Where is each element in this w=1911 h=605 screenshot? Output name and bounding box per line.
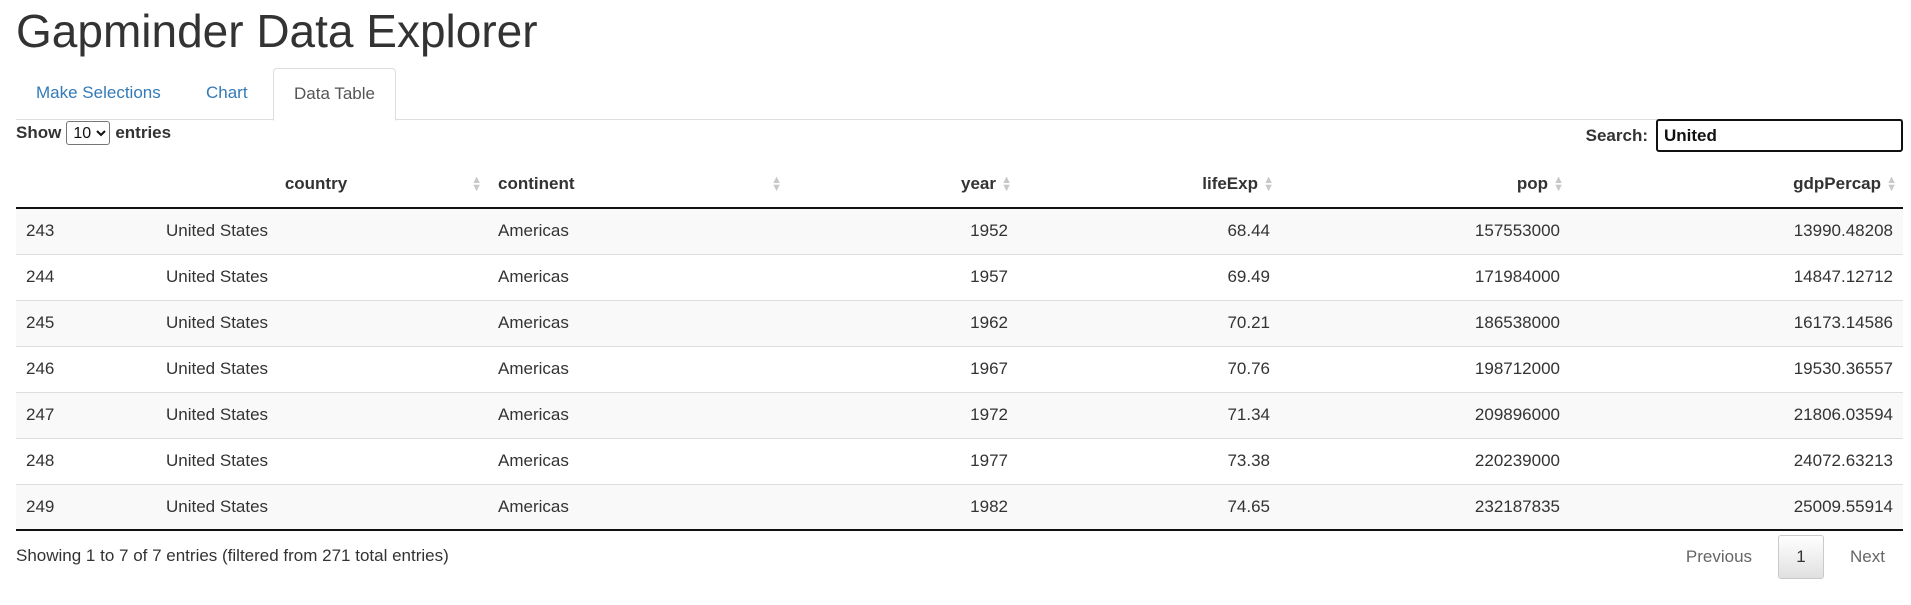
column-header-continent[interactable]: continent ▲ ▼ (488, 160, 788, 209)
cell-lifeexp: 69.49 (1018, 253, 1280, 300)
cell-country: United States (156, 483, 488, 531)
table-row: 247 United States Americas 1972 71.34 20… (16, 391, 1903, 438)
length-prefix-label: Show (16, 123, 62, 142)
tab-make-selections[interactable]: Make Selections (36, 83, 161, 102)
cell-index: 247 (16, 391, 156, 438)
cell-lifeexp: 74.65 (1018, 483, 1280, 531)
cell-index: 244 (16, 253, 156, 300)
cell-gdppercap: 13990.48208 (1793, 221, 1893, 241)
cell-gdppercap: 21806.03594 (1570, 391, 1903, 438)
table-row: 248 United States Americas 1977 73.38 22… (16, 437, 1903, 484)
cell-pop: 209896000 (1280, 391, 1570, 438)
cell-year: 1957 (788, 253, 1018, 300)
cell-index: 243 (26, 221, 55, 241)
sort-icon: ▲ ▼ (471, 173, 482, 194)
tab-bar: Make Selections Chart Data Table (16, 68, 1903, 121)
sort-icon: ▲ ▼ (1553, 173, 1564, 194)
cell-year: 1977 (788, 437, 1018, 484)
cell-gdppercap: 25009.55914 (1570, 483, 1903, 531)
tab-chart[interactable]: Chart (206, 83, 248, 102)
previous-page-button[interactable]: Previous (1685, 547, 1753, 566)
table-row: 249 United States Americas 1982 74.65 23… (16, 483, 1903, 531)
cell-country: United States (156, 391, 488, 438)
cell-lifeexp: 68.44 (1227, 221, 1270, 241)
cell-pop: 198712000 (1280, 345, 1570, 392)
cell-index: 248 (16, 437, 156, 484)
cell-continent: Americas (488, 391, 788, 438)
column-header-lifeexp[interactable]: lifeExp ▲ ▼ (1018, 160, 1280, 209)
cell-continent: Americas (488, 299, 788, 346)
entries-length-control: Show 10 entries (16, 121, 171, 145)
cell-index: 245 (16, 299, 156, 346)
cell-lifeexp: 70.76 (1018, 345, 1280, 392)
cell-gdppercap: 19530.36557 (1570, 345, 1903, 392)
sort-icon: ▲ ▼ (1001, 173, 1012, 194)
cell-index: 246 (16, 345, 156, 392)
cell-year: 1967 (788, 345, 1018, 392)
cell-pop: 220239000 (1280, 437, 1570, 484)
cell-year: 1952 (970, 221, 1008, 241)
table-row: 244 United States Americas 1957 69.49 17… (16, 253, 1903, 300)
cell-country: United States (166, 221, 269, 241)
data-table: country ▲ ▼ continent ▲ ▼ year ▲ ▼ lifeExp ▲ ▼ p… (16, 160, 1903, 531)
table-row: 246 United States Americas 1967 70.76 19… (16, 345, 1903, 392)
cell-year: 1962 (788, 299, 1018, 346)
cell-continent: Americas (488, 345, 788, 392)
table-info: Showing 1 to 7 of 7 entries (filtered fr… (16, 546, 449, 565)
sort-icon: ▲ ▼ (1886, 173, 1897, 194)
table-search: Search: (1586, 119, 1903, 152)
cell-country: United States (156, 345, 488, 392)
length-suffix-label: entries (115, 123, 172, 142)
column-header-index[interactable] (16, 160, 156, 209)
cell-year: 1972 (788, 391, 1018, 438)
pagination: Previous 1 Next (1668, 535, 1903, 579)
cell-country: United States (156, 299, 488, 346)
tab-data-table[interactable]: Data Table (273, 68, 396, 121)
search-label: Search: (1585, 125, 1648, 145)
cell-continent: Americas (488, 483, 788, 531)
search-input[interactable] (1656, 119, 1903, 152)
cell-lifeexp: 71.34 (1018, 391, 1280, 438)
cell-pop: 157553000 (1474, 221, 1560, 241)
column-header-year[interactable]: year ▲ ▼ (788, 160, 1018, 209)
cell-year: 1982 (788, 483, 1018, 531)
cell-gdppercap: 14847.12712 (1570, 253, 1903, 300)
page-1-button[interactable]: 1 (1778, 535, 1825, 579)
page-title: Gapminder Data Explorer (16, 5, 538, 57)
column-header-gdppercap[interactable]: gdpPercap ▲ ▼ (1570, 160, 1903, 209)
cell-continent: Americas (498, 221, 569, 241)
cell-pop: 186538000 (1280, 299, 1570, 346)
cell-gdppercap: 16173.14586 (1570, 299, 1903, 346)
table-header-row: country ▲ ▼ continent ▲ ▼ year ▲ ▼ lifeExp ▲ ▼ p… (16, 160, 1903, 209)
cell-continent: Americas (488, 437, 788, 484)
table-row: 243 United States Americas 1952 68.44 15… (16, 208, 1903, 254)
cell-continent: Americas (488, 253, 788, 300)
table-row: 245 United States Americas 1962 70.21 18… (16, 299, 1903, 346)
cell-index: 249 (16, 483, 156, 531)
entries-per-page-select[interactable]: 10 (66, 121, 111, 145)
next-page-button[interactable]: Next (1850, 547, 1885, 566)
cell-gdppercap: 24072.63213 (1570, 437, 1903, 484)
cell-country: United States (156, 437, 488, 484)
cell-pop: 232187835 (1280, 483, 1570, 531)
column-header-pop[interactable]: pop ▲ ▼ (1280, 160, 1570, 209)
cell-country: United States (156, 253, 488, 300)
cell-lifeexp: 73.38 (1018, 437, 1280, 484)
column-header-country[interactable]: country ▲ ▼ (156, 160, 488, 209)
sort-icon: ▲ ▼ (1263, 173, 1274, 194)
cell-lifeexp: 70.21 (1018, 299, 1280, 346)
sort-icon: ▲ ▼ (771, 173, 782, 194)
cell-pop: 171984000 (1280, 253, 1570, 300)
